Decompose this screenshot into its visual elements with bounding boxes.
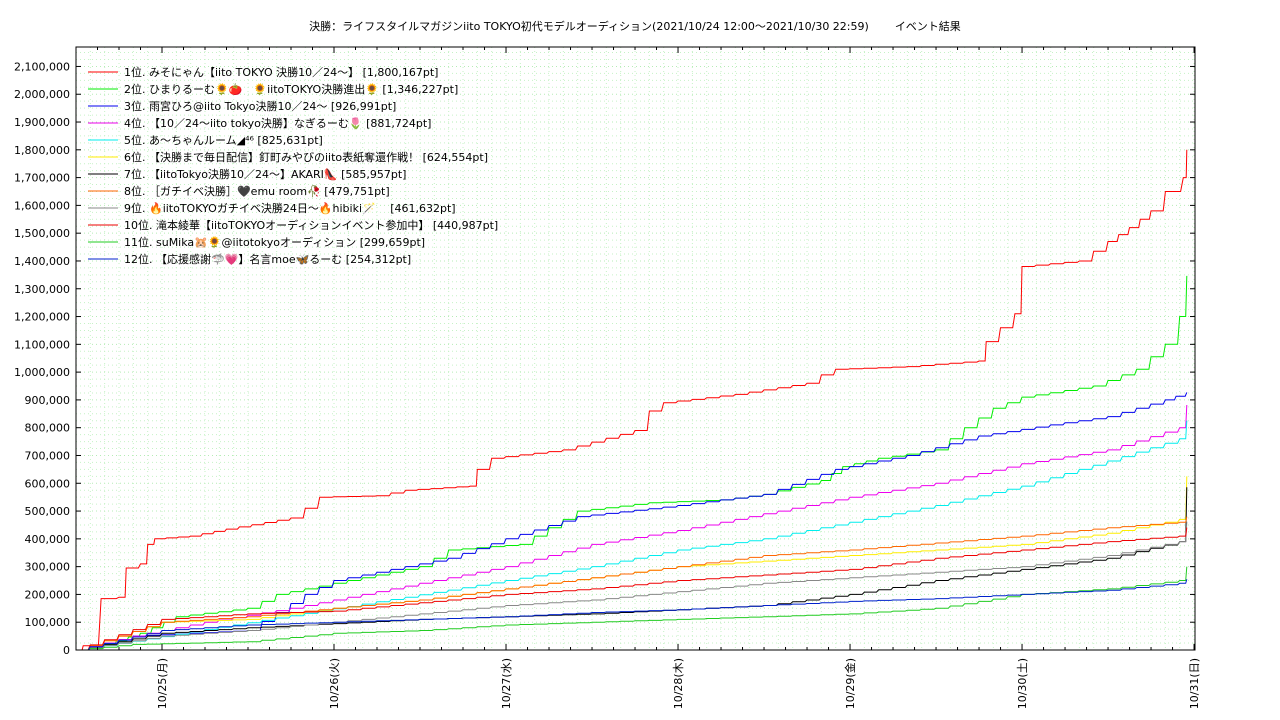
- y-tick-label: 1,300,000: [14, 283, 70, 296]
- legend-entry: 8位. ［ガチイベ決勝］🖤emu room🥀 [479,751pt]: [124, 184, 390, 198]
- x-tick-label: 10/29(金): [843, 658, 857, 709]
- y-tick-label: 1,200,000: [14, 311, 70, 324]
- y-tick-label: 1,900,000: [14, 116, 70, 129]
- chart-title: 決勝：ライフスタイルマガジンiito TOKYO初代モデルオーディション(202…: [309, 19, 869, 33]
- y-tick-label: 1,800,000: [14, 144, 70, 157]
- y-tick-label: 2,000,000: [14, 88, 70, 101]
- y-tick-label: 1,500,000: [14, 227, 70, 240]
- legend-entry: 7位. 【iitoTokyo決勝10／24〜】AKARI👠 [585,957pt…: [124, 167, 406, 181]
- y-tick-label: 300,000: [25, 561, 71, 574]
- legend-entry: 11位. suMika🐹🌻@iitotokyoオーディション [299,659p…: [124, 235, 425, 249]
- legend-entry: 2位. ひまりるーむ🌻🍅 🌻iitoTOKYO決勝進出🌻 [1,346,227p…: [124, 82, 458, 96]
- y-tick-label: 0: [63, 644, 70, 657]
- y-tick-label: 200,000: [25, 588, 71, 601]
- series-lines: [76, 149, 1188, 651]
- series-line-5: [76, 420, 1188, 651]
- x-tick-label: 10/31(日): [1188, 658, 1201, 709]
- y-tick-label: 1,100,000: [14, 338, 70, 351]
- x-axis: 10/25(月) 10/26(火) 10/27(水) 10/28(木) 10/29(金)…: [97, 47, 1201, 709]
- legend-entry: 3位. 雨宮ひろ@iito Tokyo決勝10／24〜 [926,991pt]: [124, 99, 396, 113]
- legend-entry: 4位. 【10／24〜iito tokyo決勝】なぎるーむ🌷 [881,724p…: [124, 116, 431, 130]
- y-tick-label: 1,400,000: [14, 255, 70, 268]
- x-tick-label: 10/28(木): [672, 658, 685, 709]
- legend-entry: 1位. みそにゃん【iito TOKYO 決勝10／24〜】 [1,800,16…: [124, 65, 438, 79]
- y-tick-label: 1,700,000: [14, 172, 70, 185]
- y-tick-label: 900,000: [25, 394, 71, 407]
- series-line-11: [76, 566, 1188, 651]
- x-tick-label: 10/25(月): [156, 658, 169, 709]
- y-tick-label: 2,100,000: [14, 60, 70, 73]
- y-tick-label: 400,000: [25, 533, 71, 546]
- series-line-1: [76, 149, 1188, 651]
- y-tick-label: 600,000: [25, 477, 71, 490]
- x-tick-label: 10/26(火): [328, 658, 341, 709]
- legend-entry: 10位. 滝本綾華【iitoTOKYOオーディションイベント参加中】 [440,…: [124, 218, 498, 232]
- chart-subtitle: イベント結果: [895, 19, 961, 33]
- series-line-2: [76, 275, 1188, 651]
- y-tick-label: 100,000: [25, 616, 71, 629]
- chart-title-line: 決勝：ライフスタイルマガジンiito TOKYO初代モデルオーディション(202…: [309, 19, 961, 33]
- series-line-8: [76, 516, 1188, 651]
- series-line-10: [76, 527, 1188, 651]
- legend-entry: 12位. 【応援感謝🦈💗】名言moe🦋るーむ [254,312pt]: [124, 252, 411, 266]
- grid: [76, 47, 1195, 651]
- y-tick-label: 1,600,000: [14, 199, 70, 212]
- legend: 1位. みそにゃん【iito TOKYO 決勝10／24〜】 [1,800,16…: [88, 65, 498, 266]
- x-tick-label: 10/30(土): [1016, 658, 1029, 709]
- y-tick-label: 500,000: [25, 505, 71, 518]
- series-line-7: [76, 487, 1188, 651]
- legend-entry: 6位. 【決勝まで毎日配信】釘町みやびのiito表紙奪還作戦！ [624,554…: [124, 150, 488, 164]
- series-line-12: [76, 579, 1188, 651]
- series-line-3: [76, 392, 1188, 651]
- y-tick-label: 1,000,000: [14, 366, 70, 379]
- legend-entry: 9位. 🔥iitoTOKYOガチイベ決勝24日〜🔥hibiki🪄 [461,63…: [124, 201, 456, 215]
- y-tick-label: 800,000: [25, 422, 71, 435]
- legend-entry: 5位. あ〜ちゃんルーム◢⁴⁶ [825,631pt]: [124, 133, 323, 147]
- y-tick-label: 700,000: [25, 449, 71, 462]
- x-tick-label: 10/27(水): [500, 658, 513, 709]
- series-line-9: [76, 521, 1188, 651]
- y-axis: 0 100,000 200,000 300,000 400,000 500,000 600,…: [14, 60, 1195, 657]
